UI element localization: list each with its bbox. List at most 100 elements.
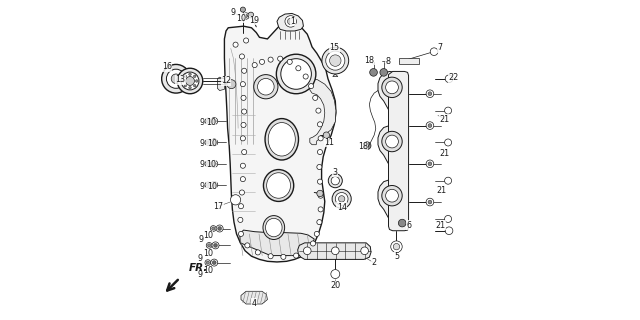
Circle shape [245,243,250,248]
Circle shape [177,68,203,94]
Text: 21: 21 [436,186,447,195]
Circle shape [330,55,341,66]
Text: 10: 10 [207,182,217,191]
Circle shape [216,225,223,232]
Circle shape [445,227,453,235]
Circle shape [205,161,211,167]
Circle shape [205,140,211,145]
Text: 6: 6 [406,221,411,230]
Circle shape [242,149,246,155]
Circle shape [328,174,342,188]
Circle shape [206,261,209,264]
Text: 22: 22 [449,73,459,82]
Circle shape [241,82,246,87]
Circle shape [430,48,438,55]
Circle shape [211,259,218,266]
Circle shape [212,261,216,265]
Circle shape [339,196,345,202]
Text: 7: 7 [438,43,443,52]
Circle shape [332,247,339,255]
Circle shape [317,190,323,197]
Circle shape [205,118,211,124]
Circle shape [382,77,402,98]
Circle shape [212,140,216,144]
Circle shape [326,51,345,70]
Circle shape [212,242,219,249]
Circle shape [445,75,453,83]
Circle shape [317,179,323,184]
Circle shape [189,86,191,89]
Text: 9: 9 [200,160,205,169]
Text: 16: 16 [162,62,172,71]
Circle shape [285,16,296,27]
Polygon shape [218,77,225,91]
Circle shape [207,244,211,247]
Text: 9: 9 [200,139,205,148]
Circle shape [186,76,195,85]
Circle shape [318,207,323,212]
Circle shape [239,204,244,209]
Circle shape [181,72,199,90]
Circle shape [268,254,273,259]
Text: 9: 9 [200,118,205,127]
Polygon shape [333,74,338,76]
Text: 21: 21 [440,149,450,158]
Circle shape [276,54,316,94]
Circle shape [268,57,273,62]
Circle shape [428,200,432,204]
Text: 10: 10 [206,118,216,127]
Text: 10: 10 [203,250,213,259]
Text: 9: 9 [231,8,236,17]
Circle shape [253,75,278,99]
Polygon shape [298,243,371,260]
Circle shape [211,139,218,146]
Circle shape [386,81,398,94]
Circle shape [233,42,238,47]
Polygon shape [388,71,408,231]
Circle shape [364,142,371,149]
Circle shape [296,66,301,71]
Text: 9: 9 [200,182,205,191]
Ellipse shape [266,218,282,237]
Polygon shape [399,58,419,64]
Text: FR.: FR. [189,263,208,273]
Circle shape [332,189,351,208]
Circle shape [189,73,191,76]
Circle shape [294,253,299,258]
Circle shape [318,136,323,141]
Circle shape [386,135,398,148]
Circle shape [380,68,388,76]
Circle shape [428,124,432,127]
Circle shape [335,193,348,205]
Circle shape [162,64,190,93]
Text: 12: 12 [221,76,231,85]
Circle shape [227,80,236,89]
Ellipse shape [268,123,295,156]
Circle shape [308,84,314,89]
Circle shape [428,92,432,96]
Ellipse shape [263,216,285,239]
Text: 20: 20 [330,281,340,290]
Circle shape [317,164,322,170]
Circle shape [206,120,209,123]
Text: 13: 13 [175,75,186,84]
Circle shape [211,160,218,167]
Circle shape [241,163,246,168]
Circle shape [281,254,286,260]
Circle shape [303,247,311,255]
Circle shape [287,18,294,25]
Circle shape [193,75,196,77]
Circle shape [322,47,349,74]
Circle shape [211,181,218,188]
Text: 10: 10 [203,231,213,240]
Circle shape [212,119,216,123]
Circle shape [426,160,434,168]
Circle shape [241,95,246,100]
Circle shape [317,220,322,225]
Circle shape [206,141,209,144]
Circle shape [316,108,321,113]
Circle shape [241,123,246,127]
Circle shape [361,247,369,255]
Text: 10: 10 [203,266,213,276]
Circle shape [241,136,246,141]
